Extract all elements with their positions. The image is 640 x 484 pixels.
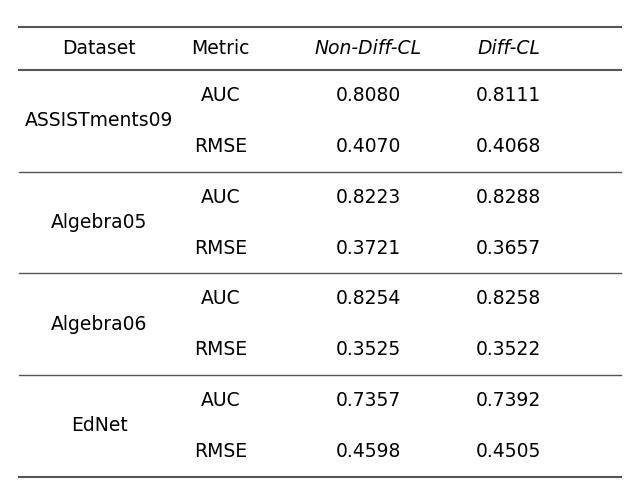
Text: Algebra06: Algebra06 xyxy=(51,315,147,334)
Text: AUC: AUC xyxy=(201,289,241,308)
Text: 0.3721: 0.3721 xyxy=(335,239,401,257)
Text: 0.8111: 0.8111 xyxy=(476,86,541,105)
Text: RMSE: RMSE xyxy=(194,442,248,461)
Text: Dataset: Dataset xyxy=(62,39,136,58)
Text: AUC: AUC xyxy=(201,188,241,207)
Text: 0.8258: 0.8258 xyxy=(476,289,541,308)
Text: 0.4070: 0.4070 xyxy=(335,137,401,156)
Text: 0.4505: 0.4505 xyxy=(476,442,541,461)
Text: AUC: AUC xyxy=(201,391,241,410)
Text: Non-Diff-CL: Non-Diff-CL xyxy=(314,39,422,58)
Text: 0.8223: 0.8223 xyxy=(335,188,401,207)
Text: AUC: AUC xyxy=(201,86,241,105)
Text: 0.4068: 0.4068 xyxy=(476,137,541,156)
Text: 0.3522: 0.3522 xyxy=(476,340,541,359)
Text: RMSE: RMSE xyxy=(194,137,248,156)
Text: 0.4598: 0.4598 xyxy=(335,442,401,461)
Text: 0.7357: 0.7357 xyxy=(335,391,401,410)
Text: 0.3657: 0.3657 xyxy=(476,239,541,257)
Text: 0.7392: 0.7392 xyxy=(476,391,541,410)
Text: RMSE: RMSE xyxy=(194,340,248,359)
Text: Algebra05: Algebra05 xyxy=(51,213,147,232)
Text: 0.3525: 0.3525 xyxy=(335,340,401,359)
Text: ASSISTments09: ASSISTments09 xyxy=(25,111,173,131)
Text: Metric: Metric xyxy=(191,39,250,58)
Text: 0.8288: 0.8288 xyxy=(476,188,541,207)
Text: RMSE: RMSE xyxy=(194,239,248,257)
Text: Diff-CL: Diff-CL xyxy=(477,39,540,58)
Text: 0.8080: 0.8080 xyxy=(335,86,401,105)
Text: 0.8254: 0.8254 xyxy=(335,289,401,308)
Text: EdNet: EdNet xyxy=(71,416,127,436)
